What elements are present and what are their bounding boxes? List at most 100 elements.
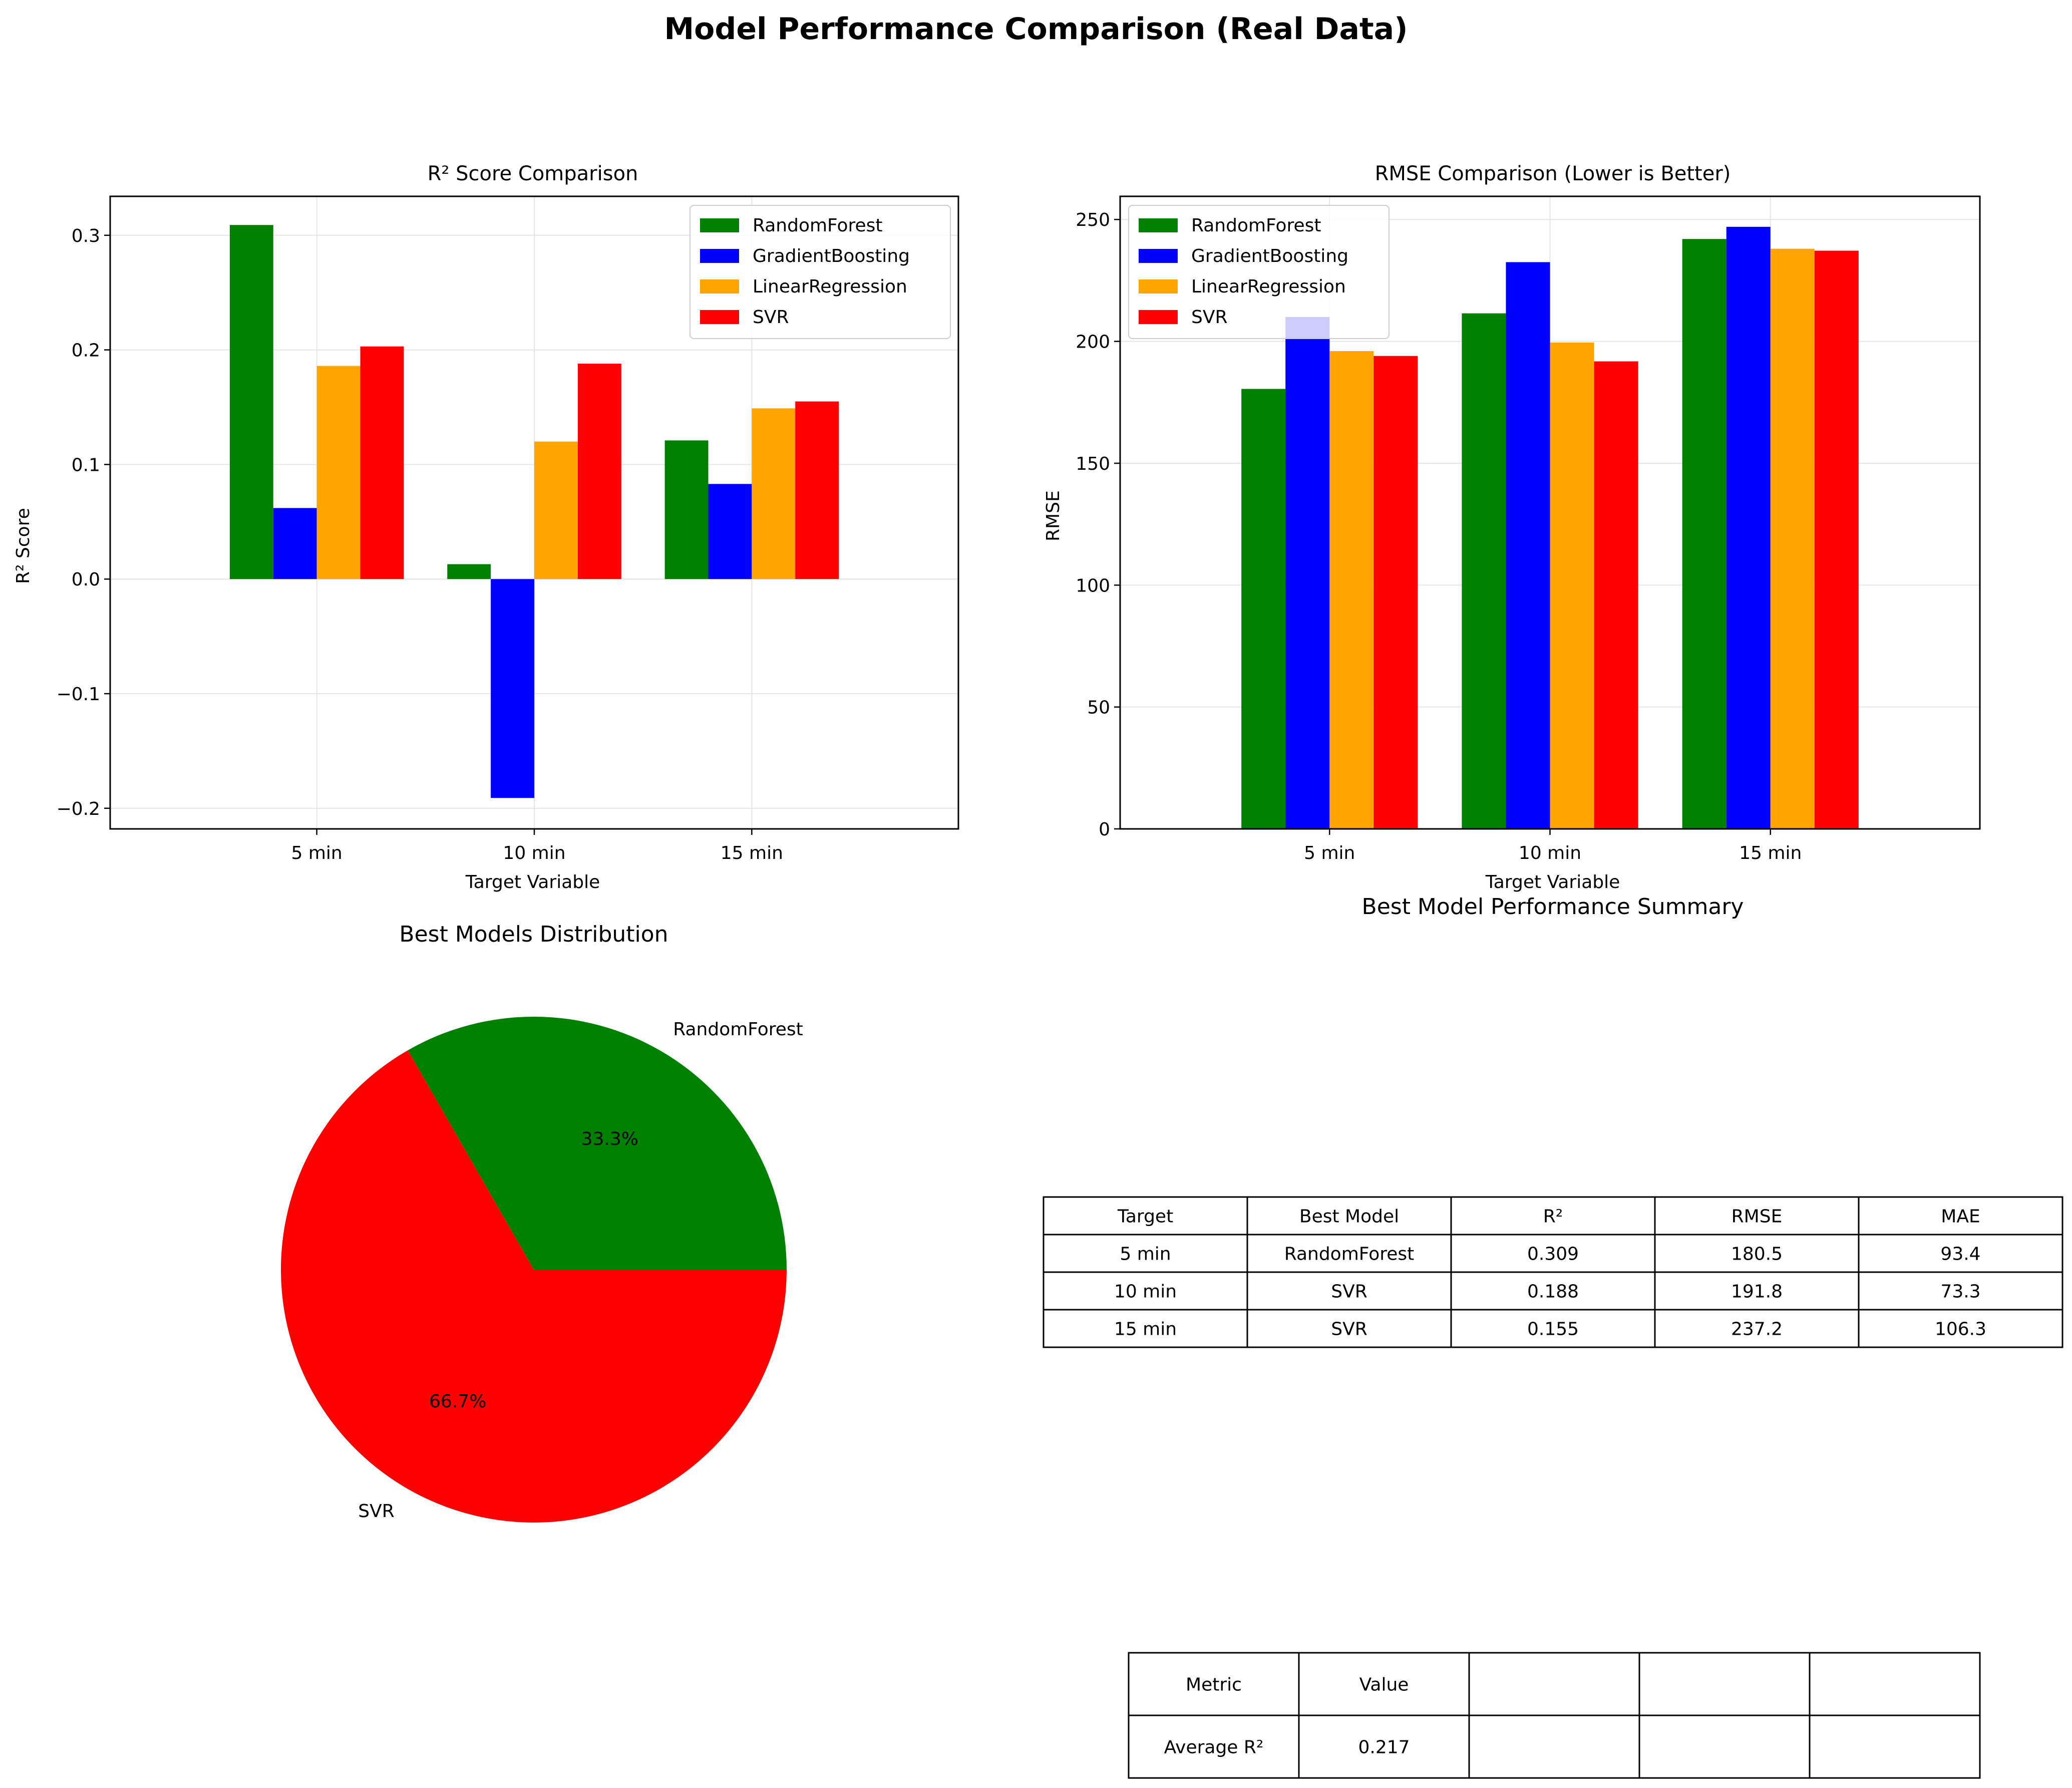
- y-tick-label: 50: [1087, 698, 1110, 718]
- r2-y-ticks: −0.2 −0.1 0.0 0.1 0.2 0.3: [57, 226, 110, 819]
- y-tick-label: 0: [1099, 819, 1110, 840]
- rmse-y-axis-label: RMSE: [1043, 490, 1064, 541]
- pie-label-randomforest: RandomForest: [673, 1019, 803, 1040]
- x-tick-label: 10 min: [503, 843, 565, 863]
- bar-linearregression-5-min: [1329, 351, 1374, 829]
- legend-swatch-svr: [700, 310, 739, 324]
- table-header-cell: [1450, 1196, 1656, 1236]
- pie-slice-randomforest: [408, 1017, 787, 1270]
- bar-gradientboosting-10-min: [491, 579, 534, 798]
- legend-swatch-svr: [1139, 310, 1178, 324]
- x-tick-label: 5 min: [291, 843, 342, 863]
- table-cell: [1298, 1714, 1470, 1779]
- table-cell-text: SVR: [1331, 1282, 1367, 1302]
- legend-swatch-linearregression: [700, 279, 739, 293]
- best-model-table: Target Best Model R² RMSE MAE 5 min RandomFore…: [1043, 1196, 2063, 1348]
- table-cell-text: 0.155: [1527, 1319, 1579, 1340]
- bar-randomforest-10-min: [447, 564, 491, 579]
- pie-pct-label-svr: 66.7%: [429, 1391, 486, 1412]
- bar-randomforest-5-min: [229, 225, 273, 579]
- table-cell: [1858, 1271, 2063, 1311]
- rmse-bar-chart: RMSE Comparison (Lower is Better) Target…: [1043, 162, 1981, 892]
- legend-label-svr: SVR: [753, 307, 789, 328]
- rmse-x-axis-label: Target Variable: [1485, 872, 1620, 892]
- rmse-x-ticks: 5 min 10 min 15 min: [1304, 829, 1802, 863]
- table-cell-text: 5 min: [1120, 1244, 1171, 1265]
- table-cell: [1858, 1309, 2063, 1348]
- legend-label-gradientboosting: GradientBoosting: [753, 246, 910, 266]
- table-cell: [1043, 1234, 1248, 1273]
- y-tick-label: 0.3: [72, 226, 100, 246]
- table-header-cell: [1298, 1652, 1470, 1716]
- y-tick-label: 150: [1076, 454, 1110, 474]
- rmse-y-ticks: 0 50 100 150 200 250: [1076, 210, 1120, 840]
- legend-label-linearregression: LinearRegression: [753, 276, 907, 297]
- pie-label-svr: SVR: [358, 1501, 395, 1522]
- pie-slices: [281, 1017, 787, 1523]
- bar-gradientboosting-15-min: [1726, 226, 1771, 829]
- pie-chart-title: Best Models Distribution: [399, 922, 668, 947]
- r2-chart-title: R² Score Comparison: [428, 162, 638, 185]
- table-cell-text: 0.309: [1527, 1244, 1579, 1265]
- r2-y-axis-label: R² Score: [13, 508, 34, 584]
- y-tick-label: 0.2: [72, 341, 100, 361]
- bar-randomforest-10-min: [1462, 313, 1506, 829]
- bar-randomforest-15-min: [1682, 239, 1726, 829]
- y-tick-label: 250: [1076, 210, 1110, 230]
- table-header-text: Metric: [1186, 1675, 1242, 1695]
- table-header-cell: [1638, 1652, 1811, 1716]
- r2-bar-chart: R² Score Comparison Target Variable R² S…: [13, 162, 959, 892]
- legend-label-gradientboosting: GradientBoosting: [1191, 246, 1348, 266]
- table-cell-text: 15 min: [1114, 1319, 1177, 1340]
- table-cell: [1043, 1271, 1248, 1311]
- table-header-cell: [1809, 1652, 1981, 1716]
- y-tick-label: −0.2: [57, 799, 100, 819]
- table-cell-text: RandomForest: [1284, 1244, 1415, 1265]
- y-tick-label: 100: [1076, 575, 1110, 596]
- rmse-bars: [1241, 226, 1859, 829]
- table-cell-text: 191.8: [1731, 1282, 1783, 1302]
- bar-linearregression-5-min: [316, 366, 361, 579]
- table-cell: [1468, 1714, 1640, 1779]
- bar-gradientboosting-5-min: [1285, 317, 1330, 829]
- table-header-text: Target: [1117, 1207, 1173, 1227]
- table-header-cell: [1654, 1196, 1860, 1236]
- legend-label-svr: SVR: [1191, 307, 1228, 328]
- table-cell: [1043, 1309, 1248, 1348]
- table-cell: [1128, 1714, 1300, 1779]
- pie-pct-label-randomforest: 33.3%: [581, 1129, 638, 1149]
- summary-title: Best Model Performance Summary: [1362, 894, 1744, 920]
- table-cell-text: 237.2: [1731, 1319, 1783, 1340]
- table-header-cell: [1128, 1652, 1300, 1716]
- bar-gradientboosting-10-min: [1506, 262, 1550, 829]
- table-cell: [1654, 1234, 1860, 1273]
- table-cell-text: 10 min: [1114, 1282, 1177, 1302]
- bar-svr-5-min: [360, 346, 404, 579]
- summary-panel: Best Model Performance Summary Target Bes…: [1043, 894, 2063, 1779]
- r2-legend: RandomForest GradientBoosting LinearRegres…: [689, 205, 951, 339]
- bar-linearregression-15-min: [1770, 248, 1815, 829]
- bar-randomforest-5-min: [1241, 389, 1286, 829]
- legend-label-randomforest: RandomForest: [1191, 215, 1321, 236]
- table-cell: [1858, 1234, 2063, 1273]
- table-header-cell: [1246, 1196, 1452, 1236]
- x-tick-label: 15 min: [1739, 843, 1802, 863]
- bar-randomforest-15-min: [664, 440, 709, 579]
- bar-svr-10-min: [577, 364, 621, 579]
- table-cell-text: 180.5: [1731, 1244, 1783, 1265]
- x-tick-label: 15 min: [721, 843, 783, 863]
- bar-svr-10-min: [1594, 361, 1638, 829]
- table-cell-text: 93.4: [1940, 1244, 1980, 1265]
- table-cell: [1638, 1714, 1811, 1779]
- table-header-cell: [1468, 1652, 1640, 1716]
- bar-gradientboosting-5-min: [273, 508, 317, 579]
- r2-x-ticks: 5 min 10 min 15 min: [291, 829, 783, 863]
- table-cell: [1450, 1271, 1656, 1311]
- table-cell-text: Average R²: [1164, 1737, 1264, 1758]
- x-tick-label: 10 min: [1519, 843, 1581, 863]
- bar-svr-15-min: [1814, 250, 1859, 829]
- bar-linearregression-10-min: [534, 441, 578, 579]
- table-header-text: R²: [1543, 1207, 1563, 1227]
- y-tick-label: −0.1: [57, 684, 100, 705]
